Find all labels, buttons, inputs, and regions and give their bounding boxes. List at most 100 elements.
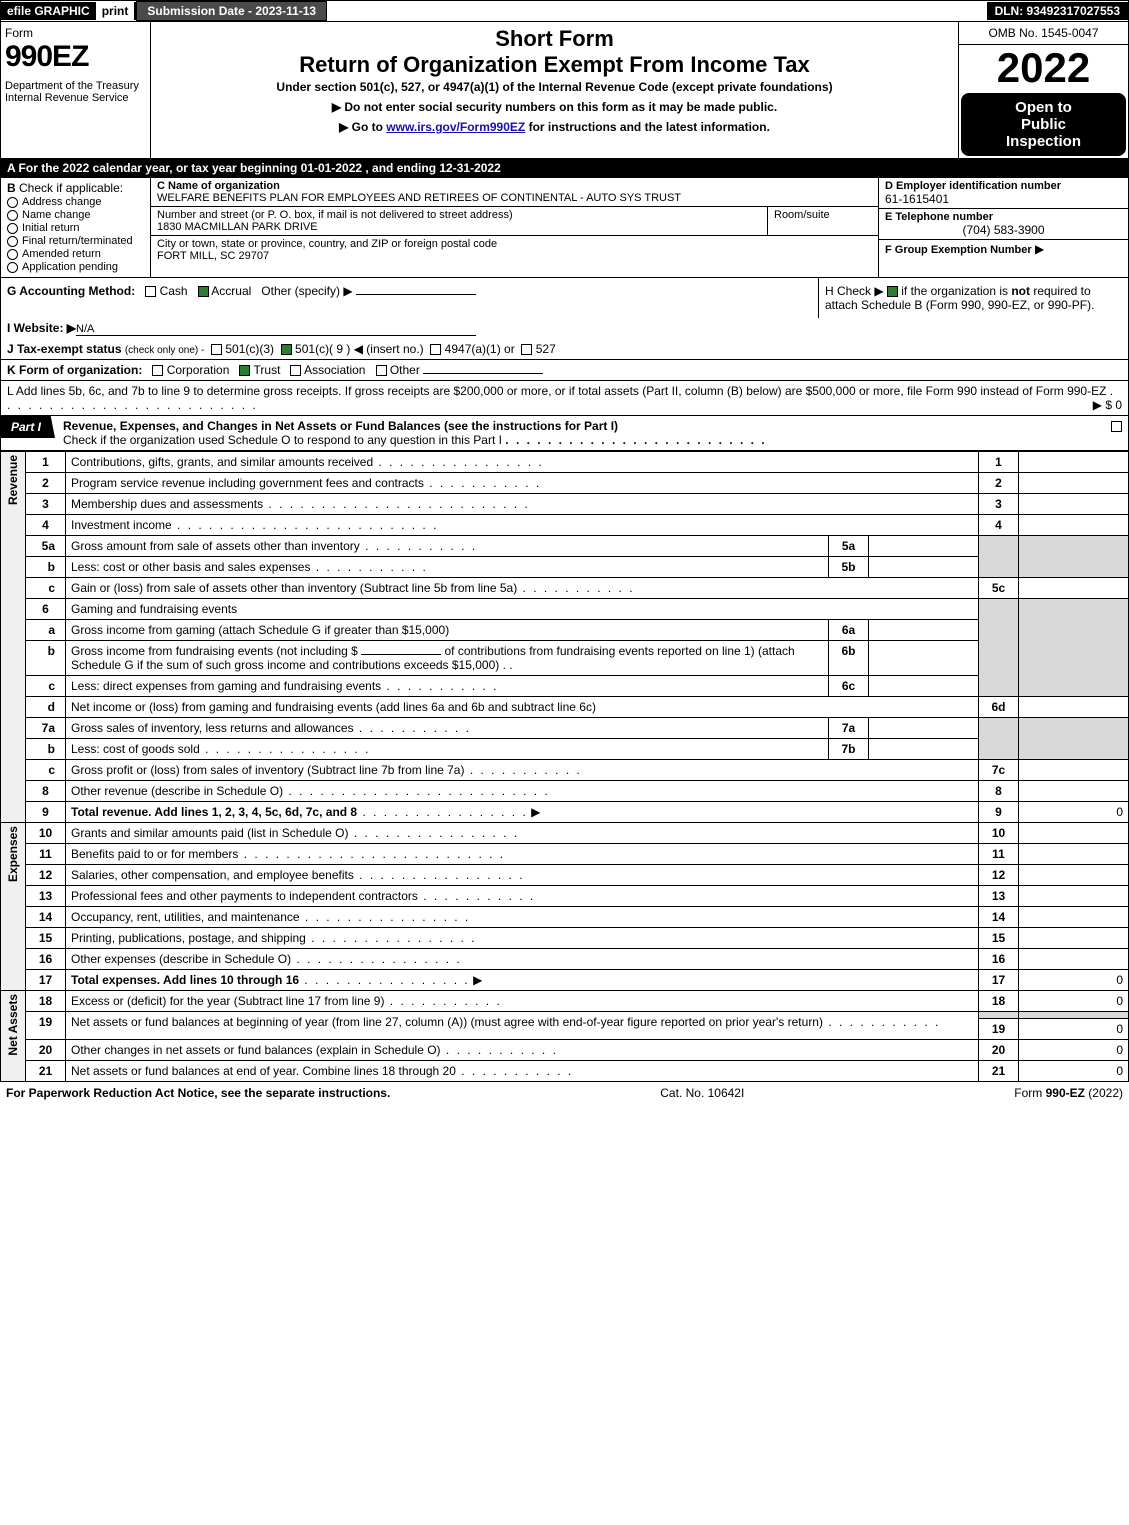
chk-amended-return[interactable]: Amended return <box>7 248 144 260</box>
checkbox-assoc[interactable] <box>290 365 301 376</box>
instruction-2: ▶ Go to www.irs.gov/Form990EZ for instru… <box>157 120 952 134</box>
room-label: Room/suite <box>774 209 872 221</box>
f-label: F Group Exemption Number <box>885 244 1032 256</box>
org-name-block: C Name of organization WELFARE BENEFITS … <box>151 178 878 207</box>
checkbox-accrual-checked[interactable] <box>198 286 209 297</box>
header-left: Form 990EZ Department of the Treasury In… <box>1 22 151 158</box>
j-4947: 4947(a)(1) or <box>445 342 515 356</box>
checkbox-other[interactable] <box>376 365 387 376</box>
k-label: K Form of organization: <box>7 363 142 377</box>
footer-right-post: (2022) <box>1085 1086 1123 1100</box>
part-1-title: Revenue, Expenses, and Changes in Net As… <box>55 416 1098 450</box>
d-block: D Employer identification number 61-1615… <box>879 178 1128 209</box>
line-2: 2Program service revenue including gover… <box>1 473 1129 494</box>
i-label: I Website: ▶ <box>7 321 76 335</box>
checkbox-501c-checked[interactable] <box>281 344 292 355</box>
chk-label: Final return/terminated <box>22 235 133 247</box>
print-label[interactable]: print <box>96 2 137 20</box>
checkbox-cash[interactable] <box>145 286 156 297</box>
checkbox-4947[interactable] <box>430 344 441 355</box>
g-other: Other (specify) ▶ <box>261 284 352 298</box>
line-6b: bGross income from fundraising events (n… <box>1 641 1129 676</box>
form-header: Form 990EZ Department of the Treasury In… <box>0 22 1129 159</box>
line-21-text: Net assets or fund balances at end of ye… <box>71 1064 456 1078</box>
revenue-side-label: Revenue <box>1 452 26 823</box>
part-1-dots <box>505 433 766 447</box>
g-accrual: Accrual <box>211 284 251 298</box>
line-4: 4Investment income4 <box>1 515 1129 536</box>
city-block: City or town, state or province, country… <box>151 236 878 264</box>
d-label: D Employer identification number <box>885 180 1122 192</box>
line-5b: bLess: cost or other basis and sales exp… <box>1 557 1129 578</box>
line-6b-fill[interactable] <box>361 654 441 655</box>
f-block: F Group Exemption Number ▶ <box>879 240 1128 258</box>
footer-mid: Cat. No. 10642I <box>660 1086 744 1100</box>
j-label: J Tax-exempt status <box>7 342 122 356</box>
footer-right-bold: 990-EZ <box>1046 1086 1085 1100</box>
k-trust: Trust <box>254 363 281 377</box>
checkbox-corp[interactable] <box>152 365 163 376</box>
line-5a-text: Gross amount from sale of assets other t… <box>71 539 360 553</box>
g-other-fill[interactable] <box>356 294 476 295</box>
form-number: 990EZ <box>5 40 146 74</box>
line-13-text: Professional fees and other payments to … <box>71 889 418 903</box>
chk-name-change[interactable]: Name change <box>7 209 144 221</box>
column-b: B Check if applicable: Address change Na… <box>1 178 151 277</box>
chk-address-change[interactable]: Address change <box>7 196 144 208</box>
row-a-tax-year: A For the 2022 calendar year, or tax yea… <box>0 159 1129 178</box>
org-name: WELFARE BENEFITS PLAN FOR EMPLOYEES AND … <box>157 192 872 204</box>
top-bar: efile GRAPHIC print Submission Date - 20… <box>0 0 1129 22</box>
open-to-public-box: Open to Public Inspection <box>961 93 1126 156</box>
form-word: Form <box>5 26 146 40</box>
line-15-text: Printing, publications, postage, and shi… <box>71 931 306 945</box>
chk-final-return[interactable]: Final return/terminated <box>7 235 144 247</box>
checkbox-527[interactable] <box>521 344 532 355</box>
irs-link[interactable]: www.irs.gov/Form990EZ <box>386 120 525 134</box>
checkbox-icon <box>7 262 18 273</box>
line-7b-text: Less: cost of goods sold <box>71 742 200 756</box>
line-5c-text: Gain or (loss) from sale of assets other… <box>71 581 517 595</box>
line-6-text: Gaming and fundraising events <box>66 599 979 620</box>
header-right: OMB No. 1545-0047 2022 Open to Public In… <box>958 22 1128 158</box>
checkbox-trust-checked[interactable] <box>239 365 250 376</box>
city-label: City or town, state or province, country… <box>157 238 872 250</box>
checkbox-501c3[interactable] <box>211 344 222 355</box>
line-5b-text: Less: cost or other basis and sales expe… <box>71 560 310 574</box>
instr2-pre: ▶ Go to <box>339 120 386 134</box>
e-label: E Telephone number <box>885 211 1122 223</box>
chk-initial-return[interactable]: Initial return <box>7 222 144 234</box>
k-corp: Corporation <box>167 363 230 377</box>
line-3-text: Membership dues and assessments <box>71 497 263 511</box>
street-value: 1830 MACMILLAN PARK DRIVE <box>157 221 761 233</box>
ein-value: 61-1615401 <box>885 192 1122 206</box>
instruction-1: ▶ Do not enter social security numbers o… <box>157 100 952 114</box>
line-11-text: Benefits paid to or for members <box>71 847 238 861</box>
line-1-text: Contributions, gifts, grants, and simila… <box>71 455 373 469</box>
part-1-check-text: Check if the organization used Schedule … <box>63 433 502 447</box>
line-12-text: Salaries, other compensation, and employ… <box>71 868 354 882</box>
b-header: B Check if applicable: <box>7 181 144 195</box>
chk-application-pending[interactable]: Application pending <box>7 261 144 273</box>
part-1-title-text: Revenue, Expenses, and Changes in Net As… <box>63 419 618 433</box>
line-14-text: Occupancy, rent, utilities, and maintena… <box>71 910 300 924</box>
street-label: Number and street (or P. O. box, if mail… <box>157 209 761 221</box>
line-18-text: Excess or (deficit) for the year (Subtra… <box>71 994 384 1008</box>
line-12: 12Salaries, other compensation, and empl… <box>1 865 1129 886</box>
expenses-side-label: Expenses <box>1 823 26 991</box>
tax-year: 2022 <box>959 45 1128 91</box>
submission-date-badge: Submission Date - 2023-11-13 <box>136 1 327 21</box>
line-18: Net Assets 18Excess or (deficit) for the… <box>1 991 1129 1012</box>
line-9-text: Total revenue. Add lines 1, 2, 3, 4, 5c,… <box>71 805 357 819</box>
checkbox-h-checked[interactable] <box>887 286 898 297</box>
phone-value: (704) 583-3900 <box>885 223 1122 237</box>
line-6c-text: Less: direct expenses from gaming and fu… <box>71 679 381 693</box>
line-18-val: 0 <box>1019 991 1129 1012</box>
lines-table: Revenue 1 Contributions, gifts, grants, … <box>0 451 1129 1082</box>
row-i: I Website: ▶N/A <box>0 318 1129 339</box>
website-value: N/A <box>76 323 476 336</box>
line-1: Revenue 1 Contributions, gifts, grants, … <box>1 452 1129 473</box>
part-1-tab: Part I <box>1 416 55 438</box>
checkbox-schedule-o[interactable] <box>1111 421 1122 432</box>
section-bcdef: B Check if applicable: Address change Na… <box>0 178 1129 278</box>
k-other-fill[interactable] <box>423 373 543 374</box>
